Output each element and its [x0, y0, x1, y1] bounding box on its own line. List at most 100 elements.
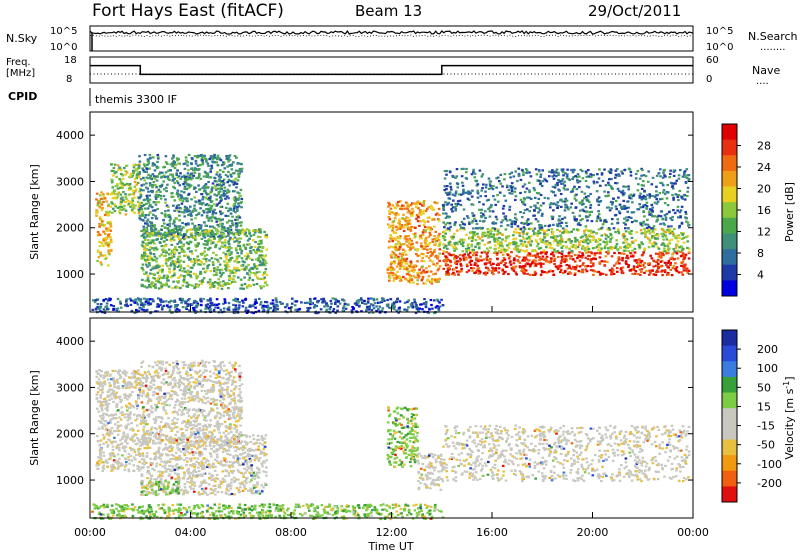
echo-cell [405, 223, 408, 226]
echo-cell [172, 185, 175, 188]
echo-cell [183, 215, 186, 218]
echo-cell [578, 214, 582, 217]
echo-cell [167, 248, 171, 251]
echo-cell [652, 235, 655, 238]
echo-cell [421, 256, 424, 259]
echo-cell [155, 260, 158, 263]
echo-cell [153, 209, 157, 212]
echo-cell [98, 216, 102, 219]
echo-cell [518, 234, 522, 237]
echo-cell [203, 250, 206, 253]
echo-cell [433, 248, 436, 251]
echo-cell [588, 200, 591, 203]
echo-cell [145, 271, 148, 274]
echo-cell [146, 302, 150, 305]
echo-cell [194, 283, 198, 286]
echo-cell [497, 271, 500, 274]
echo-cell [415, 241, 419, 244]
echo-cell [540, 214, 544, 217]
echo-cell [128, 183, 132, 186]
echo-cell [206, 264, 209, 268]
echo-cell [147, 162, 150, 165]
echo-cell [665, 252, 668, 255]
echo-cell [110, 163, 113, 166]
echo-cell [601, 223, 605, 226]
echo-cell [533, 270, 537, 273]
echo-cell [410, 214, 413, 217]
echo-cell [276, 305, 279, 308]
echo-cell [154, 233, 157, 236]
echo-cell [640, 198, 644, 201]
echo-cell [523, 228, 527, 231]
echo-cell [112, 307, 115, 311]
echo-cell [151, 273, 155, 276]
echo-cell [217, 284, 221, 287]
echo-cell [628, 195, 631, 198]
echo-cell [138, 196, 141, 199]
echo-cell [429, 229, 432, 232]
echo-cell [178, 239, 182, 242]
echo-cell [442, 250, 446, 253]
echo-cell [178, 269, 182, 272]
echo-cell [226, 261, 229, 264]
echo-cell [521, 185, 525, 188]
echo-cell [193, 228, 196, 231]
echo-cell [626, 254, 629, 257]
echo-cell [551, 230, 555, 234]
echo-cell [153, 175, 156, 178]
echo-cell [138, 201, 141, 205]
echo-cell [671, 215, 674, 219]
echo-cell [146, 277, 150, 280]
echo-cell [522, 249, 525, 252]
echo-cell [210, 164, 213, 167]
echo-cell [561, 200, 565, 203]
echo-cell [506, 224, 509, 227]
echo-cell [171, 260, 175, 263]
echo-cell [428, 308, 431, 311]
echo-cell [584, 215, 588, 218]
echo-cell [519, 191, 522, 195]
echo-cell [581, 177, 585, 180]
echo-cell [397, 257, 400, 261]
echo-cell [613, 264, 616, 267]
echo-cell [398, 275, 401, 279]
echo-cell [445, 212, 448, 215]
echo-cell [261, 261, 265, 264]
echo-cell [146, 177, 150, 180]
echo-cell [552, 177, 556, 180]
echo-cell [237, 175, 241, 178]
echo-cell [243, 282, 247, 286]
echo-cell [625, 241, 628, 244]
echo-cell [399, 277, 403, 280]
echo-cell [451, 210, 454, 213]
echo-cell [259, 230, 262, 233]
echo-cell [514, 231, 517, 234]
echo-cell [672, 251, 675, 254]
echo-cell [487, 249, 491, 252]
echo-cell [518, 261, 522, 264]
echo-cell [605, 243, 609, 246]
echo-cell [101, 242, 104, 245]
echo-cell [218, 201, 221, 205]
echo-cell [171, 179, 174, 182]
echo-cell [183, 185, 187, 188]
echo-cell [623, 192, 626, 195]
echo-cell [546, 243, 550, 246]
echo-cell [573, 215, 576, 218]
echo-cell [543, 258, 546, 261]
echo-cell [201, 156, 205, 159]
echo-cell [641, 222, 644, 225]
echo-cell [214, 212, 218, 215]
echo-cell [185, 307, 188, 310]
echo-cell [235, 239, 238, 243]
echo-cell [129, 303, 133, 306]
echo-cell [575, 238, 578, 242]
echo-cell [519, 178, 523, 181]
echo-cell [203, 170, 207, 173]
echo-cell [422, 212, 425, 215]
echo-cell [485, 253, 489, 256]
echo-cell [156, 277, 160, 280]
echo-cell [290, 302, 294, 305]
echo-cell [156, 160, 159, 163]
echo-cell [435, 202, 439, 205]
